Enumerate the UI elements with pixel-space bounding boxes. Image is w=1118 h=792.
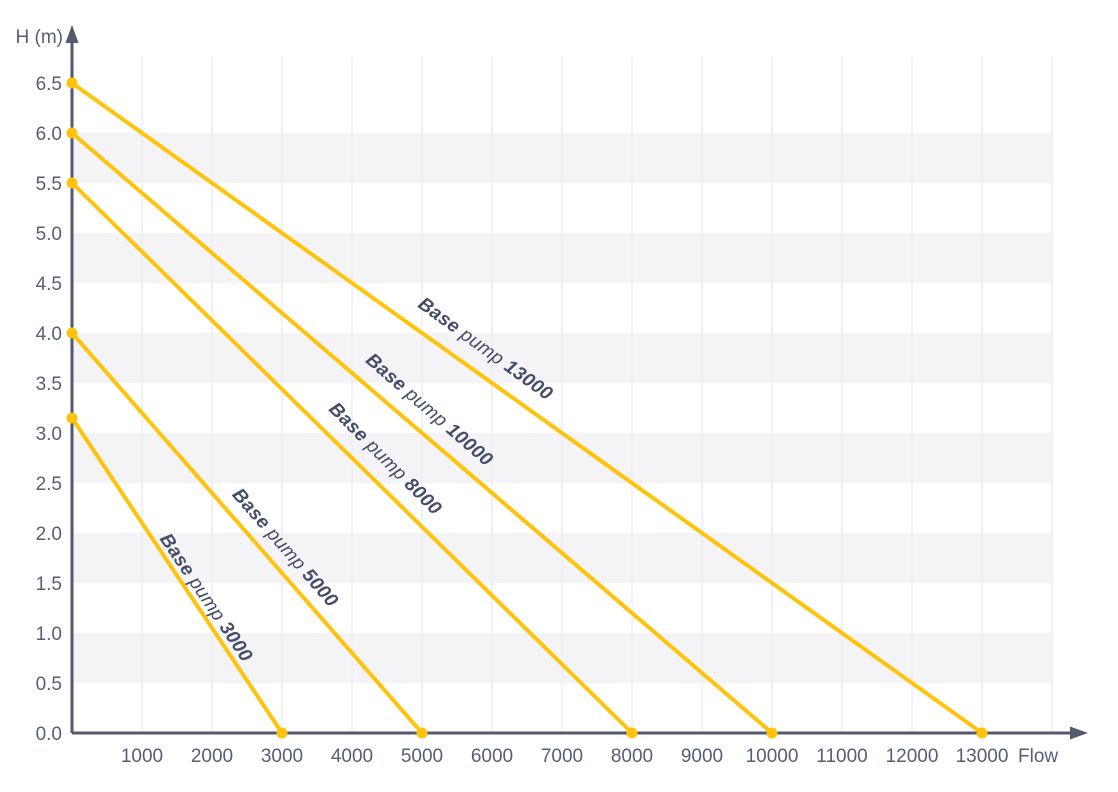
curve-line-3000: [70, 416, 284, 735]
data-point: [66, 177, 78, 189]
y-tick-label: 5.0: [36, 224, 62, 245]
x-tick-label: 11000: [816, 746, 867, 767]
y-tick-label: 0.5: [36, 674, 62, 695]
x-tick-label: 6000: [471, 746, 513, 767]
data-point: [66, 77, 78, 89]
y-tick-label: 2.0: [36, 524, 62, 545]
data-point: [626, 727, 638, 739]
curve-line-13000: [70, 81, 984, 735]
axes: [65, 25, 1088, 740]
x-tick-label: 8000: [611, 746, 653, 767]
x-axis-title: Flow: [1018, 746, 1058, 767]
y-tick-labels: 0.0 0.5 1.0 1.5 2.0 2.5 3.0 3.5 4.0 4.5 5.0 5.5 6.0 6…: [36, 74, 62, 745]
x-tick-label: 12000: [886, 746, 939, 767]
curve-line-8000: [70, 181, 634, 735]
x-tick-label: 1000: [121, 746, 163, 767]
y-tick-label: 1.0: [36, 624, 62, 645]
y-tick-label: 6.5: [36, 74, 62, 95]
y-tick-label: 3.5: [36, 374, 62, 395]
y-tick-label: 1.5: [36, 574, 62, 595]
y-tick-label: 4.0: [36, 324, 62, 345]
data-point: [276, 727, 288, 739]
y-tick-label: 0.0: [36, 724, 62, 745]
x-tick-labels: 1000 2000 3000 4000 5000 6000 7000 8000 9000 1000…: [121, 746, 1009, 767]
data-point: [976, 727, 988, 739]
data-point: [66, 327, 78, 339]
y-tick-label: 3.0: [36, 424, 62, 445]
x-tick-label: 7000: [541, 746, 583, 767]
y-axis-title: H (m): [16, 27, 63, 48]
x-tick-label: 5000: [401, 746, 443, 767]
x-tick-label: 4000: [331, 746, 373, 767]
x-tick-label: 2000: [191, 746, 233, 767]
curve-line-5000: [70, 331, 424, 735]
data-point: [66, 127, 78, 139]
data-point: [416, 727, 428, 739]
x-axis-arrowhead-icon: [1070, 726, 1088, 740]
x-tick-label: 3000: [261, 746, 303, 767]
vertical-gridlines: [141, 57, 1053, 733]
data-point: [66, 412, 78, 424]
data-point: [766, 727, 778, 739]
y-tick-label: 5.5: [36, 174, 62, 195]
y-tick-label: 2.5: [36, 474, 62, 495]
curve-line-10000: [70, 131, 774, 735]
x-tick-label: 13000: [956, 746, 1009, 767]
y-axis-arrowhead-icon: [65, 25, 79, 43]
y-tick-label: 4.5: [36, 274, 62, 295]
x-tick-label: 9000: [681, 746, 723, 767]
x-tick-label: 10000: [746, 746, 799, 767]
y-tick-label: 6.0: [36, 124, 62, 145]
